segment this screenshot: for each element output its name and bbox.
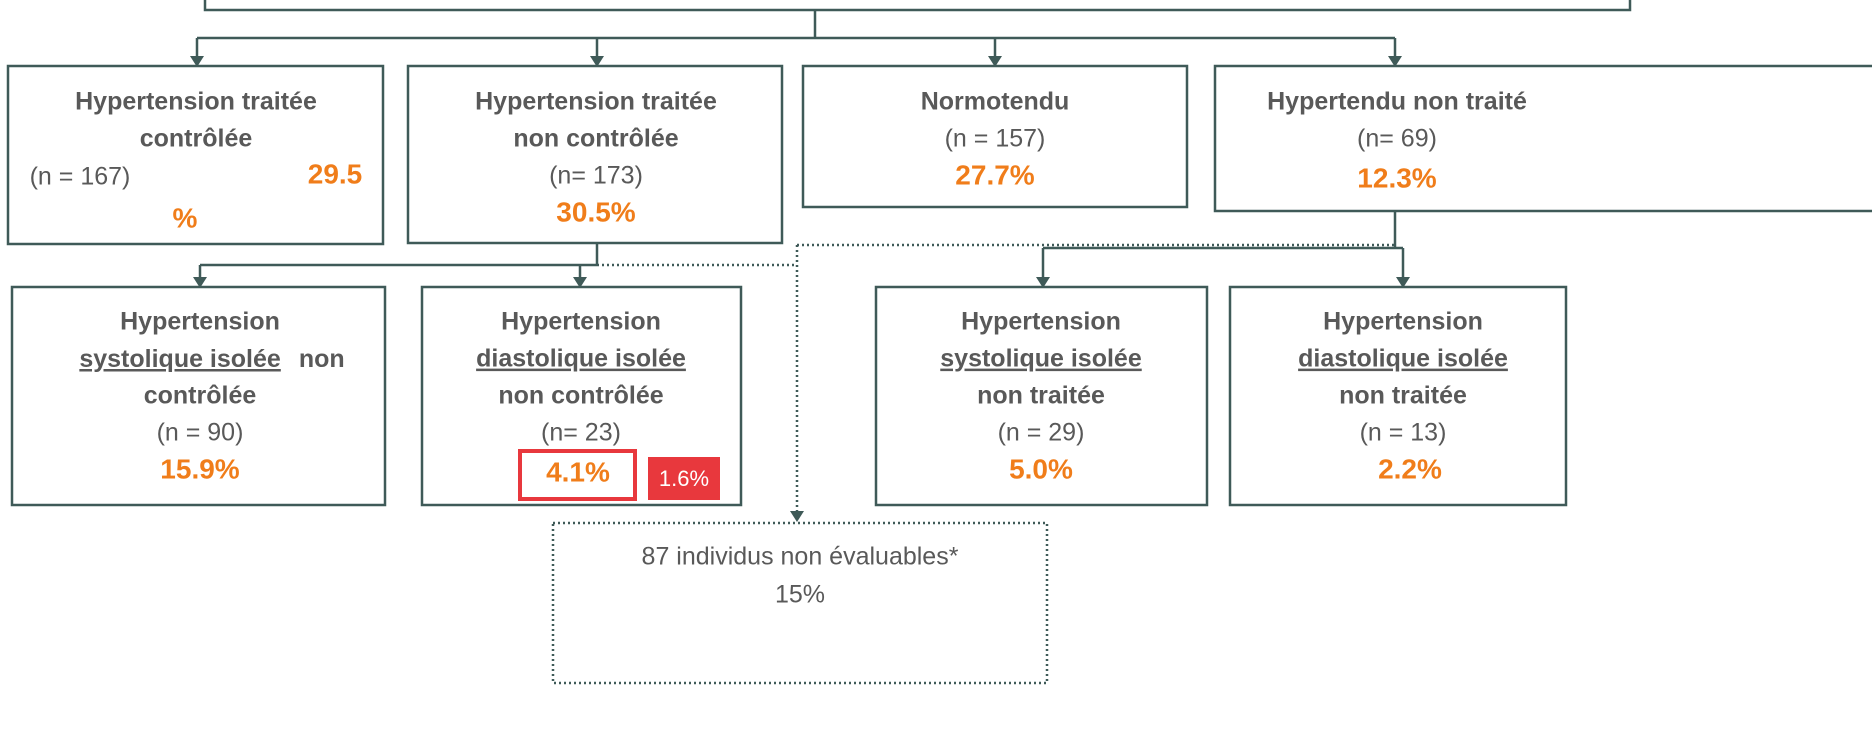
note-badge xyxy=(648,457,720,500)
node-box xyxy=(6,64,385,246)
node-title: non traitée xyxy=(977,382,1105,410)
connectors xyxy=(190,10,1410,522)
node-percent: 30.5% xyxy=(556,196,635,227)
node-count: (n = 167) xyxy=(30,163,131,191)
node-title: diastolique isolée xyxy=(1298,345,1508,373)
node-title: contrôlée xyxy=(144,382,257,410)
node-box xyxy=(1228,285,1568,507)
node-title: Hypertension xyxy=(961,308,1121,336)
node-box xyxy=(1213,64,1872,213)
node-percent: 12.3% xyxy=(1357,162,1436,193)
node-title-part: non xyxy=(299,345,345,373)
node-count: (n = 13) xyxy=(1360,419,1447,447)
node-title: non contrôlée xyxy=(513,125,678,153)
node-percent: 5.0% xyxy=(1009,453,1073,484)
node-title: contrôlée xyxy=(140,125,253,153)
node-title: systolique isolée xyxy=(940,345,1142,373)
node-title: Hypertendu non traité xyxy=(1267,88,1527,116)
node-count: (n = 157) xyxy=(945,125,1046,153)
node-percent: 29.5 xyxy=(308,158,363,189)
node-count: (n= 23) xyxy=(541,419,621,447)
node-percent: 15.9% xyxy=(160,453,239,484)
node-note: 1.6% xyxy=(659,466,709,491)
node-title: Hypertension xyxy=(501,308,661,336)
node-title-part: systolique isolée xyxy=(79,345,281,373)
node-title: diastolique isolée xyxy=(476,345,686,373)
node-title: Hypertension traitée xyxy=(75,88,317,116)
node-title: Hypertension xyxy=(120,308,280,336)
node-title: systolique isolée non xyxy=(79,345,344,373)
node-count: (n= 69) xyxy=(1357,125,1437,153)
unevaluated-box xyxy=(551,521,1049,685)
node-percent: 4.1% xyxy=(546,456,610,487)
root-box xyxy=(203,0,1632,12)
node-box xyxy=(801,64,1189,209)
node-box xyxy=(10,285,387,507)
node-title: non contrôlée xyxy=(498,382,663,410)
node-percent: 2.2% xyxy=(1378,453,1442,484)
node-count: (n = 29) xyxy=(998,419,1085,447)
node-percent: % xyxy=(173,202,198,233)
highlight-box xyxy=(518,449,637,501)
node-title: Hypertension traitée xyxy=(475,88,717,116)
node-title: Hypertension xyxy=(1323,308,1483,336)
unevaluated-label: 87 individus non évaluables* xyxy=(642,543,959,571)
node-box xyxy=(406,64,784,245)
unevaluated-percent: 15% xyxy=(775,581,825,609)
node-title: Normotendu xyxy=(921,88,1070,116)
node-count: (n= 173) xyxy=(549,162,643,190)
node-box xyxy=(874,285,1209,507)
node-count: (n = 90) xyxy=(157,419,244,447)
node-title: non traitée xyxy=(1339,382,1467,410)
node-percent: 27.7% xyxy=(955,159,1034,190)
